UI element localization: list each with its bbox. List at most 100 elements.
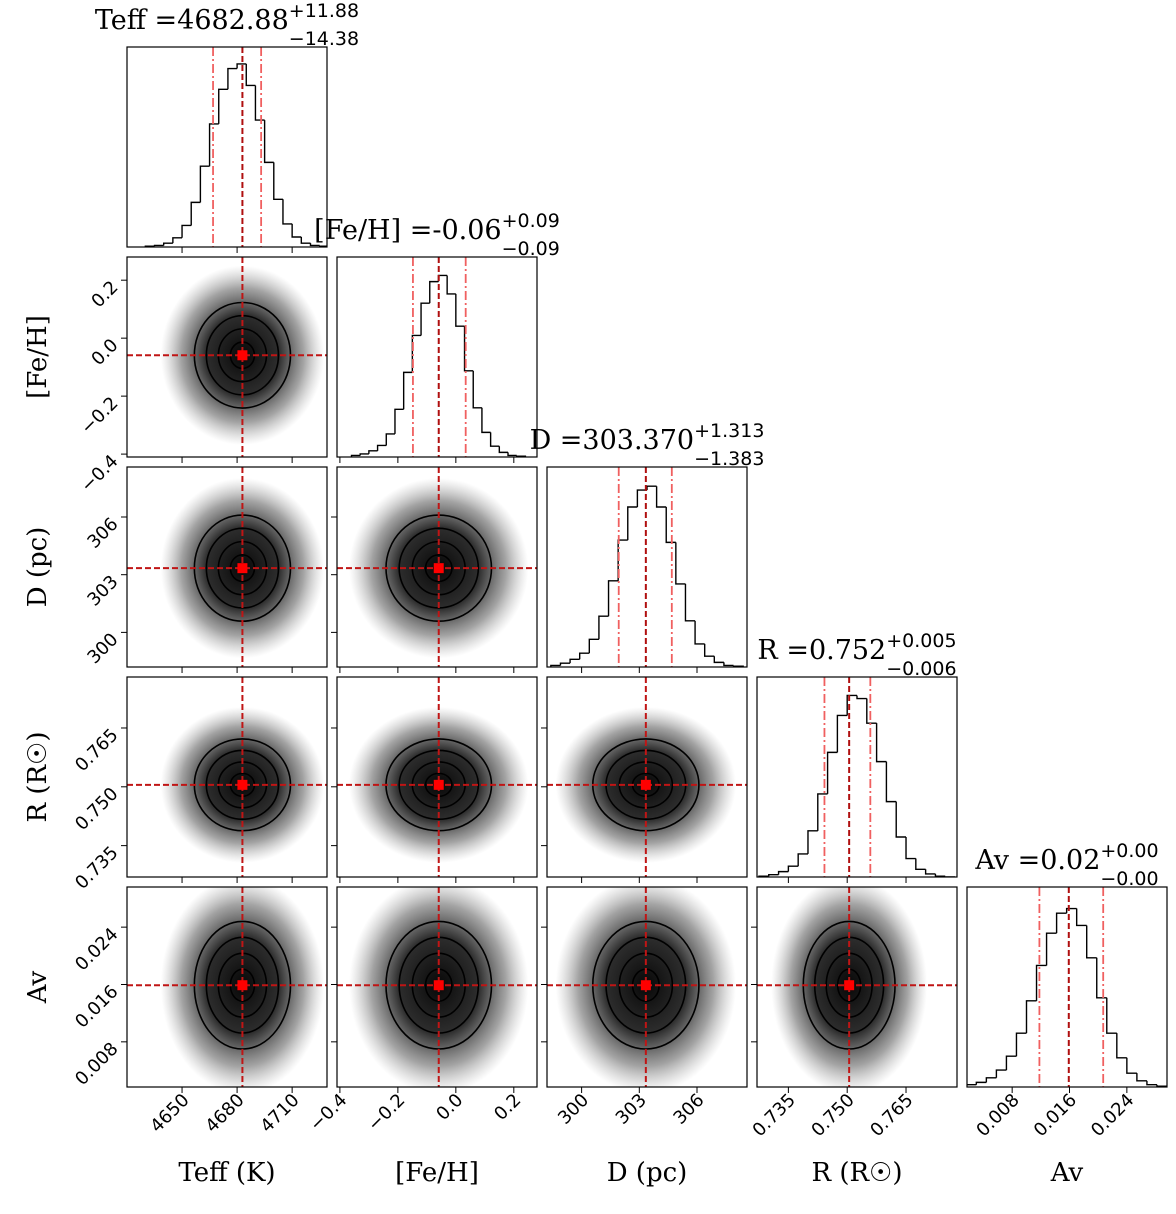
error-plus: +0.09: [502, 210, 560, 232]
panel-frame: [756, 886, 958, 1088]
histogram-bin: [1035, 964, 1047, 1001]
x-tick-label: 0.2: [490, 1090, 525, 1125]
histogram-bin: [1116, 1033, 1127, 1059]
panel-frame: [126, 676, 328, 878]
histogram-bin: [975, 1081, 987, 1085]
panel: [127, 467, 327, 667]
panel-frame: [546, 676, 748, 878]
histogram-bin: [1055, 912, 1067, 934]
histogram-bin: [318, 245, 327, 247]
panel-frame: [336, 676, 538, 878]
histogram-bin: [420, 302, 430, 336]
truth-marker: [433, 980, 444, 991]
panel: [757, 887, 957, 1087]
y-tick-label: 306: [83, 514, 122, 553]
histogram-bin: [1045, 932, 1057, 966]
error-minus: −0.006: [886, 658, 956, 680]
histogram-bin: [703, 643, 715, 657]
panel: [127, 887, 327, 1087]
panel-frame: [336, 466, 538, 668]
panel-frame: [336, 256, 538, 458]
contour: [424, 554, 453, 583]
histogram-bin: [905, 837, 916, 860]
histogram-bin: [455, 293, 465, 327]
panel: [547, 677, 747, 877]
y-tick-label: 0.008: [71, 1039, 122, 1090]
x-tick-label: 0.735: [749, 1090, 800, 1141]
y-axis-label: R (R☉): [23, 731, 53, 822]
histogram-bin: [885, 761, 897, 803]
y-tick-label: −0.4: [77, 451, 123, 497]
panel-title: D =303.370: [530, 425, 695, 456]
histogram-bin: [162, 242, 173, 246]
panel-title: Teff =4682.88: [95, 5, 289, 36]
panel: [337, 677, 537, 877]
histogram-bin: [856, 695, 867, 700]
x-tick-label: 4650: [146, 1090, 193, 1137]
histogram-bin: [199, 165, 210, 203]
panel: [547, 887, 747, 1087]
histogram-bin: [995, 1069, 1007, 1078]
histogram-bin: [694, 620, 705, 645]
panel-frame: [126, 46, 328, 248]
histogram-bin: [1005, 1055, 1017, 1071]
histogram-bin: [607, 580, 619, 617]
histogram-bin: [636, 489, 647, 507]
histogram-bin: [787, 865, 799, 872]
histogram-bin: [1136, 1073, 1147, 1082]
histogram-bin: [1015, 1032, 1027, 1057]
error-minus: −14.38: [289, 28, 359, 50]
panel-frame: [126, 256, 328, 458]
error-plus: +0.00: [1100, 840, 1158, 862]
x-axis-label: Teff (K): [178, 1158, 275, 1188]
histogram-bin: [915, 858, 926, 871]
histogram-bin: [777, 870, 789, 875]
histogram-bin: [1065, 907, 1077, 914]
histogram-bin: [1025, 1000, 1037, 1034]
x-axis-label: Av: [1050, 1158, 1084, 1188]
histogram-bin: [481, 407, 491, 434]
panel-frame: [126, 886, 328, 1088]
truth-marker: [237, 563, 248, 574]
truth-marker: [844, 980, 855, 991]
histogram-bin: [394, 408, 404, 434]
histogram-bin: [655, 486, 667, 508]
error-plus: +11.88: [289, 0, 359, 22]
y-axis-label: Av: [23, 970, 53, 1004]
truth-marker: [433, 779, 444, 790]
x-axis-label: R (R☉): [811, 1158, 902, 1188]
histogram-bin: [472, 370, 482, 409]
x-tick-label: 4710: [256, 1090, 303, 1137]
histogram-bin: [227, 67, 238, 90]
panel: [350, 257, 527, 457]
x-tick-label: 4680: [201, 1090, 248, 1137]
panel: [337, 467, 537, 667]
y-tick-label: 0.750: [71, 783, 122, 834]
truth-marker: [640, 779, 651, 790]
histogram-bin: [1126, 1057, 1137, 1074]
histogram-bin: [1146, 1080, 1157, 1086]
panel: [758, 677, 956, 877]
histogram-bin: [569, 658, 580, 664]
histogram-bin: [291, 223, 302, 238]
truth-marker: [433, 563, 444, 574]
histogram-bin: [254, 85, 265, 121]
histogram-bin: [190, 201, 201, 226]
histogram-bin: [236, 63, 247, 69]
y-tick-label: 0.2: [87, 277, 122, 312]
histogram-bin: [1156, 1084, 1167, 1087]
x-tick-label: 303: [612, 1090, 651, 1129]
error-minus: −1.383: [694, 448, 764, 470]
x-tick-label: 0.016: [1030, 1090, 1081, 1141]
histogram-bin: [559, 662, 571, 666]
histogram-bin: [598, 615, 609, 640]
panel-frame: [756, 676, 958, 878]
x-tick-label: 300: [554, 1090, 593, 1129]
histogram-bin: [309, 243, 320, 247]
panel: [127, 677, 327, 877]
panel-frame: [126, 466, 328, 668]
histogram-bin: [368, 450, 378, 454]
histogram-bin: [300, 237, 311, 244]
y-axis-label: D (pc): [23, 527, 53, 608]
histogram-bin: [507, 452, 517, 457]
